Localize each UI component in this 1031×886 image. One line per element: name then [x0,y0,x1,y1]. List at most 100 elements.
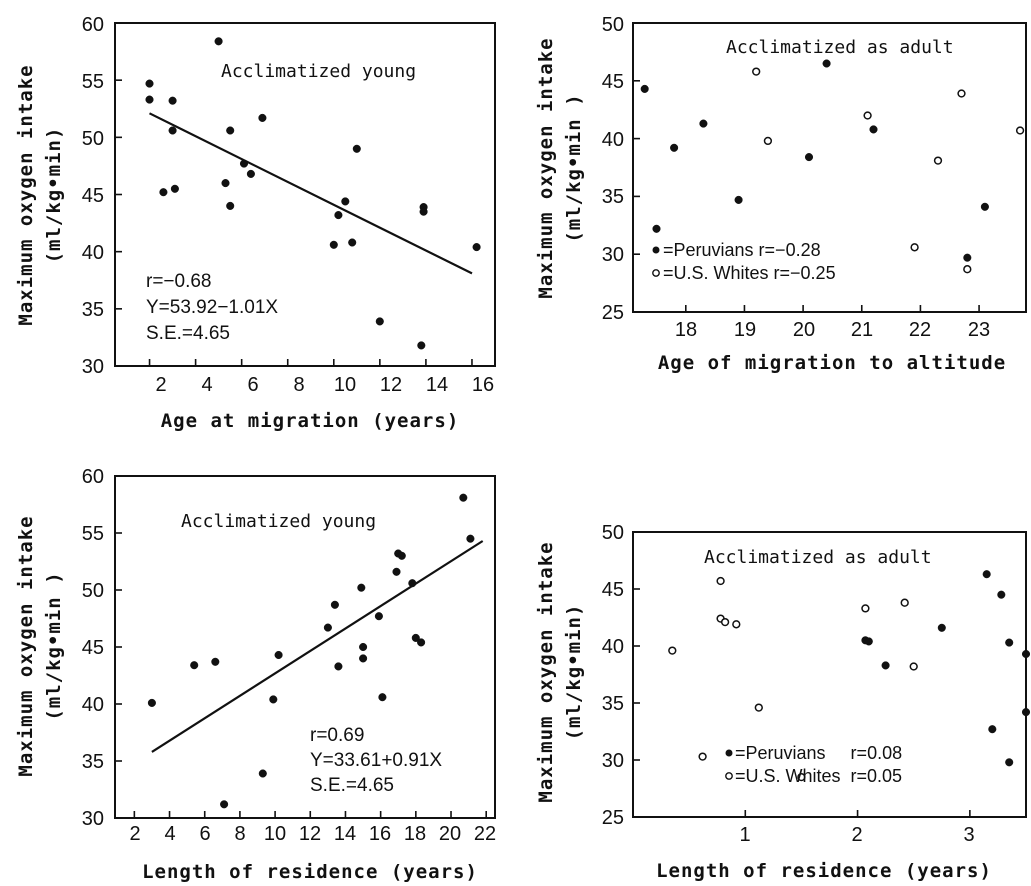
panel-a-tick-marks [115,22,473,367]
peruvians-point [652,224,661,233]
data-point [190,661,199,670]
data-point [145,95,154,104]
u-s-whites-point [963,265,972,274]
data-point [246,169,255,178]
panel-c-xtick-label: 18 [404,823,426,845]
u-s-whites-point [957,89,966,98]
data-point [211,657,220,666]
data-point [466,534,475,543]
panel-b: 25 30 35 40 45 50 18 19 20 21 22 23 Age … [535,14,1027,374]
panel-c-ytick-label: 35 [82,751,104,773]
panel-b-xtick-label: 23 [968,319,990,341]
panel-c-xtick-label: 20 [439,823,461,845]
panel-d-ylabel: Maximum oxygen intake [535,541,557,802]
u-s-whites-point [716,576,725,586]
panel-b-ylabel-units: (ml/kg•min ) [563,93,585,242]
u-s-whites-point [754,703,763,712]
panel-b-ytick-label: 30 [602,244,624,266]
panel-a-ytick-label: 45 [82,185,104,207]
panel-c-xtick-label: 16 [369,823,391,845]
peruvians-point [1021,649,1031,659]
data-point [459,493,468,502]
peruvians-point [822,59,831,68]
panel-d-ytick-label: 30 [602,750,624,772]
panel-c-xtick-label: 22 [474,823,496,845]
peruvians-point [982,570,991,579]
data-point [392,567,401,576]
legend-peruvians-marker-icon [725,749,733,757]
panel-b-ytick-label: 45 [602,71,624,93]
panel-a-ytick-label: 40 [82,242,104,264]
panel-a-ytick-label: 30 [82,356,104,378]
panel-d-ytick-label: 35 [602,693,624,715]
data-point [159,188,168,197]
panel-b-tick-marks [633,22,980,313]
data-point [258,769,267,778]
data-point [357,583,366,592]
panel-d-tick-marks [633,531,971,818]
u-s-whites-point [909,662,918,671]
data-point [374,612,383,621]
peruvians-point [1005,638,1014,647]
panel-b-xtick-label: 19 [734,319,756,341]
panel-c-ytick-label: 50 [82,580,104,602]
panel-c-ylabel: Maximum oxygen intake [15,515,37,776]
panel-b-title: Acclimatized as adult [726,37,954,58]
panel-c-fit [151,540,484,753]
panel-a-title: Acclimatized young [221,61,416,82]
peruvians-point [937,623,946,632]
peruvians-point [869,125,878,134]
panel-b-ytick-label: 40 [602,129,624,151]
data-point [419,207,428,216]
peruvians-point [997,590,1006,599]
panel-d-ytick-label: 40 [602,636,624,658]
panel-c-xtick-label: 6 [199,823,210,845]
data-point [341,197,350,206]
data-point [334,662,343,671]
panel-b-xtick-label: 20 [793,319,815,341]
panel-c-xtick-label: 8 [234,823,245,845]
data-point [221,179,230,188]
legend-us-whites-marker-icon [652,269,660,277]
panel-a-ytick-label: 60 [82,14,104,36]
panel-d-points [668,570,1031,782]
panel-b-legend-us-whites: =U.S. Whites r=−0.25 [663,263,836,283]
data-point [472,243,481,252]
data-point [274,650,283,660]
panel-a-stat-equation: Y=53.92−1.01X [146,297,278,318]
data-point [417,341,426,350]
panel-c-ylabel-units: (ml/kg•min ) [43,571,65,720]
data-point [220,800,229,809]
panel-c-ytick-label: 30 [82,808,104,830]
peruvians-point [699,119,708,128]
panel-b-points [640,59,1025,274]
data-point [329,240,338,249]
panel-d-legend-us-whites: =U.S. Whites r=0.05 [735,766,902,786]
data-point [359,654,368,663]
panel-b-legend: =Peruvians r=−0.28 =U.S. Whites r=−0.25 [652,240,836,283]
panel-a-xtick-label: 6 [247,374,258,396]
peruvians-point [804,153,814,162]
regression-line [151,540,484,753]
panel-d-legend-peruvians: =Peruvians r=0.08 [735,743,902,763]
panel-c-xtick-label: 4 [164,823,175,845]
panel-d-ylabel-units: (ml/kg•min) [563,604,585,741]
peruvians-point [864,637,873,646]
peruvians-point [1021,708,1031,717]
data-point [145,79,154,88]
panel-a-stat-r: r=−0.68 [146,271,212,292]
panel-d-xtick-label: 2 [851,824,862,846]
panel-a-stat-se: S.E.=4.65 [146,323,230,344]
data-point [269,695,278,704]
peruvians-point [640,84,649,93]
u-s-whites-point [732,620,741,629]
data-point [330,600,339,609]
peruvians-point [988,725,997,734]
data-point [214,37,223,46]
panel-d-xlabel: Length of residence (years) [656,860,992,882]
data-point [348,238,357,247]
data-point [226,201,235,210]
panel-c-tick-marks [115,475,488,819]
panel-c-xtick-label: 10 [264,823,286,845]
